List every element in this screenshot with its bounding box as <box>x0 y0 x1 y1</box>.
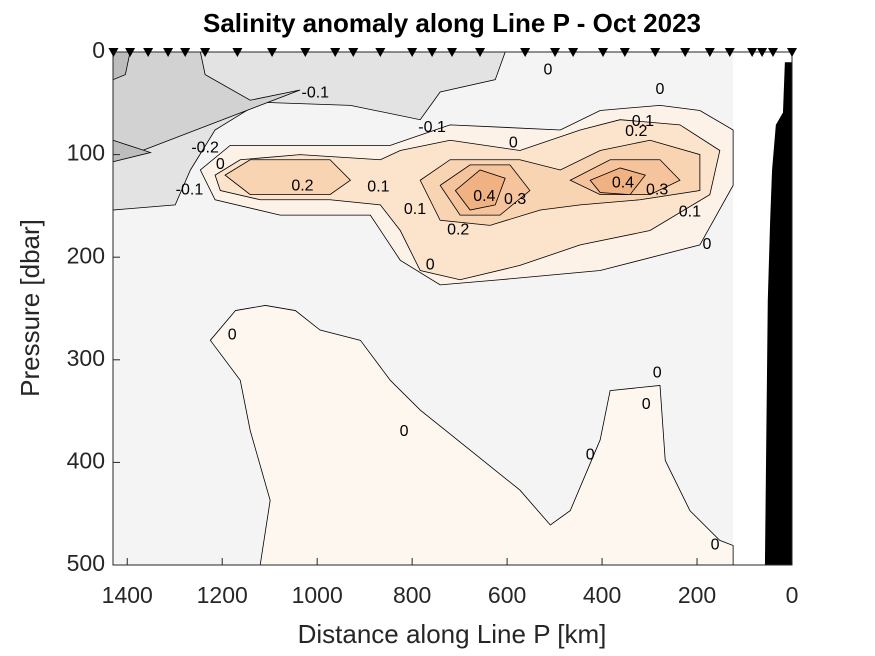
contour-label: 0 <box>653 364 662 381</box>
x-tick-label: 1400 <box>102 582 153 608</box>
station-marker <box>680 48 691 57</box>
station-marker <box>650 48 661 57</box>
station-marker <box>520 48 531 57</box>
x-tick-label: 200 <box>678 582 716 608</box>
y-tick-label: 200 <box>67 242 105 268</box>
station-marker <box>375 48 386 57</box>
x-tick-label: 400 <box>583 582 621 608</box>
station-marker <box>619 48 630 57</box>
contour-label: 0 <box>642 396 651 413</box>
station-marker <box>200 48 211 57</box>
contour-label: 0 <box>586 446 595 463</box>
contour-label: 0.4 <box>473 188 495 205</box>
contour-label: 0 <box>426 257 435 274</box>
station-marker <box>704 48 715 57</box>
contour-label: 0 <box>711 537 720 554</box>
x-axis-label: Distance along Line P [km] <box>298 619 607 649</box>
station-marker <box>300 48 311 57</box>
station-marker <box>550 48 561 57</box>
station-marker <box>568 48 579 57</box>
station-marker <box>447 48 458 57</box>
station-marker <box>598 48 609 57</box>
station-marker <box>348 48 359 57</box>
contour-label: 0.1 <box>367 179 389 196</box>
contour-label: 0.3 <box>504 191 526 208</box>
plot-area: -0.1-0.1-0.2-0.100.2 0.100.10.20.4 0.30.4 0… <box>67 37 799 608</box>
station-marker <box>330 48 341 57</box>
contour-label: 0.2 <box>447 222 469 239</box>
y-tick-label: 300 <box>67 345 105 371</box>
station-marker <box>143 48 154 57</box>
bathymetry <box>764 62 792 565</box>
contour-region <box>224 159 352 196</box>
x-tick-label: 600 <box>488 582 526 608</box>
station-marker <box>267 48 278 57</box>
station-marker <box>787 48 797 57</box>
contour-label: -0.2 <box>191 140 219 157</box>
contour-label: 0 <box>400 423 409 440</box>
x-tick-label: 800 <box>393 582 431 608</box>
station-marker <box>475 48 486 57</box>
contour-label: 0.1 <box>632 113 654 130</box>
contour-label: 0.1 <box>679 203 701 220</box>
contour-label: -0.1 <box>301 84 329 101</box>
y-tick-label: 400 <box>67 447 105 473</box>
station-marker <box>757 48 768 57</box>
contour-label: 0 <box>216 156 225 173</box>
station-marker <box>232 48 243 57</box>
contour-label: 0 <box>703 236 712 253</box>
contour-label: -0.1 <box>176 182 204 199</box>
contour-region <box>589 167 646 196</box>
y-tick-label: 100 <box>67 140 105 166</box>
contour-region <box>454 169 506 211</box>
contour-label: 0.3 <box>646 182 668 199</box>
contour-label: -0.1 <box>418 119 446 136</box>
station-marker <box>180 48 191 57</box>
contour-label: 0.2 <box>291 178 313 195</box>
station-marker <box>125 48 136 57</box>
station-marker <box>768 48 779 57</box>
y-tick-label: 0 <box>92 37 105 63</box>
y-axis-label: Pressure [dbar] <box>15 219 45 397</box>
station-marker <box>427 48 438 57</box>
contour-label: 0 <box>656 81 665 98</box>
contour-label: 0.1 <box>404 201 426 218</box>
chart-title: Salinity anomaly along Line P - Oct 2023 <box>203 8 701 38</box>
x-tick-label: 1200 <box>197 582 248 608</box>
contour-label: 0.4 <box>612 175 634 192</box>
station-marker <box>724 48 735 57</box>
y-tick-label: 500 <box>67 550 105 576</box>
station-marker <box>747 48 758 57</box>
station-marker <box>163 48 174 57</box>
contour-label: 0.2 <box>625 123 647 140</box>
contour-label: 0 <box>509 135 518 152</box>
station-marker <box>407 48 418 57</box>
x-tick-label: 0 <box>786 582 799 608</box>
contour-label: 0 <box>543 62 552 79</box>
x-tick-label: 1000 <box>292 582 343 608</box>
contour-label: 0 <box>228 326 237 343</box>
